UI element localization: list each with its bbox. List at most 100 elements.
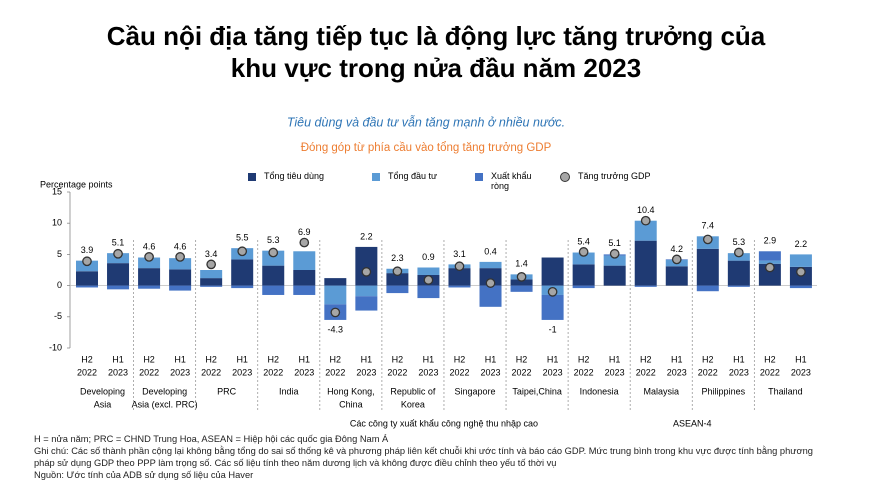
group-label: Singapore [454, 386, 495, 396]
bar-segment [169, 285, 192, 291]
x-tick-label: 2022 [449, 367, 469, 377]
bar-segment [696, 285, 719, 292]
bar-segment [200, 285, 223, 287]
bar-segment [665, 266, 688, 286]
gdp-label: 2.9 [764, 236, 777, 246]
bar-segment [634, 240, 657, 286]
gdp-dot [299, 237, 310, 248]
bar-segment [355, 285, 378, 297]
x-tick-label: 2023 [729, 367, 749, 377]
bar-segment [758, 260, 781, 264]
x-tick-label: H2 [516, 354, 528, 364]
x-tick-label: H1 [112, 354, 124, 364]
gdp-dot [733, 247, 744, 258]
x-tick-label: H2 [143, 354, 155, 364]
bar-segment [417, 285, 440, 299]
title-line: khu vực trong nửa đầu năm 2023 [231, 53, 641, 83]
legend-item: Tổng đầu tư [372, 171, 437, 181]
group-label: Developing [142, 386, 187, 396]
note: H = nửa năm; PRC = CHND Trung Hoa, ASEAN… [34, 434, 389, 444]
x-tick-label: H1 [423, 354, 435, 364]
note: Nguồn: Ước tính của ADB sử dụng số liệu … [34, 470, 254, 480]
bar-segment [293, 285, 316, 295]
x-tick-label: 2023 [294, 367, 314, 377]
legend-item: Tăng trưởng GDP [560, 171, 650, 182]
bar-segment [727, 285, 750, 287]
legend-label: Tăng trưởng GDP [578, 171, 651, 181]
bar-segment [386, 273, 409, 286]
x-tick-label: H1 [361, 354, 373, 364]
bar-segment [107, 285, 130, 290]
gdp-label: 5.3 [733, 237, 746, 247]
x-tick-label: H1 [733, 354, 745, 364]
x-tick-label: 2023 [170, 367, 190, 377]
x-tick-label: H2 [267, 354, 279, 364]
gdp-dot [423, 275, 434, 285]
bar-segment [448, 285, 471, 288]
gdp-dot [765, 262, 775, 273]
gdp-dot [516, 272, 527, 282]
group-label: Philippines [702, 386, 746, 396]
bar-segment [138, 285, 161, 289]
x-tick-label: 2023 [356, 367, 376, 377]
gdp-dot [578, 247, 589, 257]
bar-segment [231, 285, 254, 289]
y-tick-label: 10 [52, 218, 62, 228]
gdp-label: 3.1 [453, 249, 466, 259]
x-tick-label: 2022 [77, 367, 97, 377]
group-label: Korea [401, 399, 425, 409]
x-tick-label: H1 [174, 354, 186, 364]
bar-segment [76, 271, 98, 286]
group-label: Republic of [390, 386, 436, 396]
x-tick-label: 2023 [481, 367, 501, 377]
group-label: China [339, 399, 363, 409]
gdp-label: 3.9 [81, 245, 94, 255]
gdp-dot [237, 246, 248, 257]
x-tick-label: 2022 [698, 367, 718, 377]
gdp-label: -4.3 [328, 324, 344, 334]
bar-segment [789, 254, 812, 267]
bar-segment [479, 268, 502, 286]
bar-segment [572, 285, 595, 289]
bar-segment [262, 250, 285, 266]
gdp-label: 4.2 [671, 244, 684, 254]
gdp-label: 6.9 [298, 227, 311, 237]
legend-swatch [560, 172, 570, 182]
legend-swatch [248, 173, 256, 181]
bar-segment [76, 285, 98, 288]
legend-item: Tổng tiêu dùng [248, 171, 324, 181]
x-tick-label: H2 [392, 354, 404, 364]
notes: H = nửa năm; PRC = CHND Trung Hoa, ASEAN… [34, 433, 834, 481]
gdp-dot [485, 278, 496, 288]
bar-segment [107, 263, 130, 286]
x-tick-label: 2022 [760, 367, 780, 377]
gdp-label: 5.1 [608, 238, 621, 248]
bar-segment [603, 265, 626, 286]
gdp-dot [454, 261, 465, 272]
legend-item: Xuất khẩu ròng [475, 171, 541, 191]
x-tick-label: H1 [795, 354, 807, 364]
gdp-label: 1.4 [515, 259, 528, 269]
gdp-label: 5.4 [577, 236, 590, 246]
bar-segment [541, 294, 564, 320]
group-label: India [279, 386, 299, 396]
bar-segment [572, 252, 595, 265]
x-tick-label: H2 [330, 354, 342, 364]
bar-segment [200, 270, 223, 279]
gdp-dot [702, 234, 713, 245]
bar-segment [293, 270, 316, 286]
gdp-dot [82, 256, 92, 267]
gdp-dot [330, 307, 341, 318]
legend-swatch [475, 173, 483, 181]
gdp-label: 4.6 [143, 241, 156, 251]
x-tick-label: H2 [578, 354, 590, 364]
title-line: Cầu nội địa tăng tiếp tục là động lực tă… [107, 21, 766, 51]
gdp-dot [392, 266, 403, 277]
group-label: Taipei,China [512, 386, 562, 396]
gdp-dot [796, 267, 806, 277]
bar-segment [355, 296, 378, 311]
x-tick-label: 2022 [325, 367, 345, 377]
x-tick-label: H2 [205, 354, 217, 364]
x-tick-label: H1 [671, 354, 683, 364]
